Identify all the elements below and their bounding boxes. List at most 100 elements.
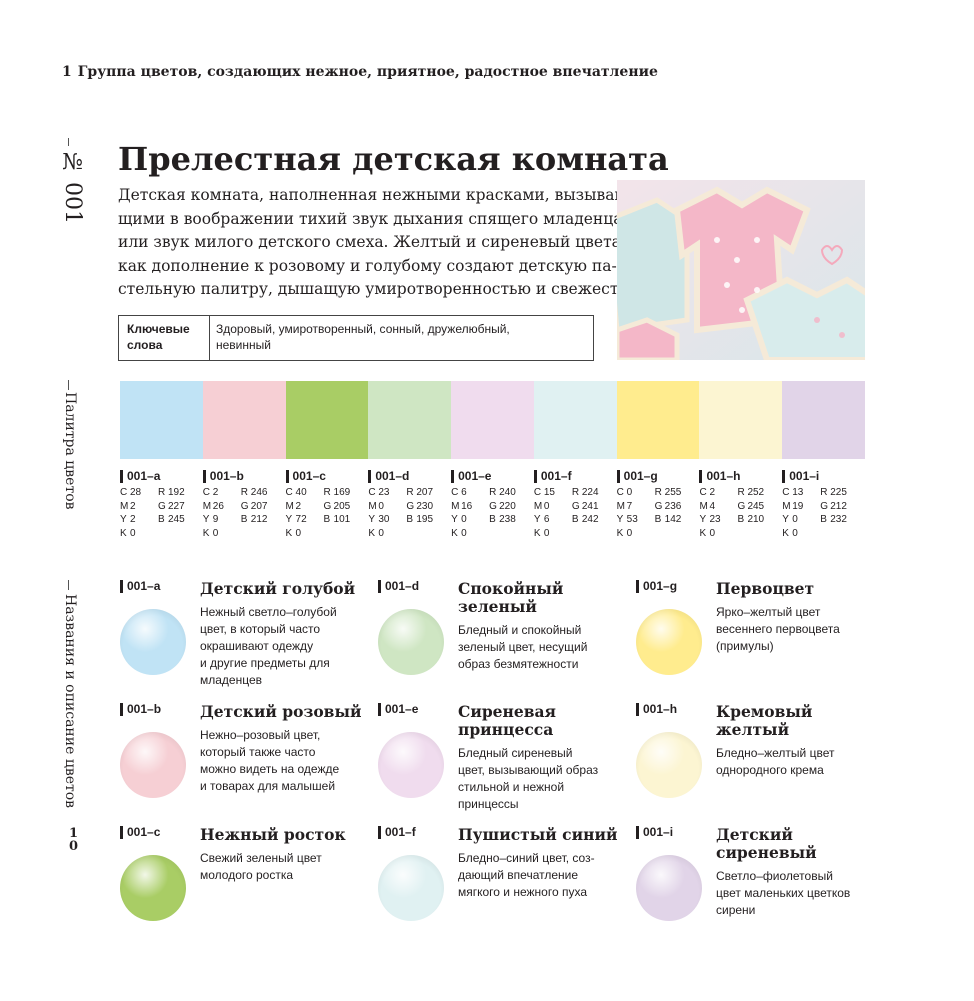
description-line: Бледно–синий цвет, соз- [458, 851, 595, 865]
value-label: G [158, 500, 166, 512]
value: 142 [664, 514, 682, 525]
rgb-row: B 212 [241, 513, 268, 527]
value-label: G [323, 500, 332, 512]
rule [68, 380, 69, 390]
value-label: B [737, 514, 745, 525]
value: 224 [581, 487, 599, 498]
value-label: M [699, 500, 708, 512]
paragraph-line: Детская комната, наполненная нежными кра… [118, 186, 634, 204]
color-name-block: Кремовый желтый Бледно–желтый цвет однородн… [716, 703, 834, 779]
value-label: C [533, 487, 542, 498]
color-code: 001–f [533, 470, 617, 483]
cmyk-column: C 28 M 2 Y 2 K 0 [120, 486, 148, 540]
description-line: дающий впечатление [458, 868, 579, 882]
value: 245 [168, 514, 185, 525]
color-name: зеленый [458, 597, 537, 616]
color-code: 001–d [368, 470, 451, 483]
description-line: можно видеть на одежде [200, 762, 340, 776]
value: 0 [626, 527, 633, 539]
rgb-row: G 241 [572, 500, 599, 514]
rgb-row: B 245 [158, 513, 185, 527]
description-line: стильной и нежной [458, 780, 565, 794]
keywords-label-line: слова [127, 338, 163, 352]
value: 2 [212, 487, 219, 498]
keywords-label-line: Ключевые [127, 322, 190, 336]
color-name: Пушистый синий [458, 825, 618, 844]
value: 0 [709, 527, 715, 539]
value: 0 [130, 527, 136, 539]
value: 0 [543, 527, 550, 539]
cmyk-row: Y 72 [286, 513, 314, 527]
rgb-row: G 230 [406, 500, 433, 514]
color-code: 001–e [378, 703, 628, 716]
color-name-block: Детский голубой Нежный светло–голубой цвет… [200, 580, 355, 689]
value: 210 [747, 514, 765, 525]
value: 0 [461, 527, 467, 539]
header: 1 Группа цветов, создающих нежное, приятн… [62, 64, 664, 80]
value-label: M [285, 500, 294, 512]
color-spec: 001–a C 28 M 2 Y 2 K 0 R 192 G 227 B 245 [120, 470, 203, 540]
color-code: 001–d [378, 580, 628, 593]
value: 207 [416, 487, 434, 498]
value-label: Y [285, 514, 293, 525]
description-line: и товарах для малышей [200, 779, 336, 793]
rgb-row: B 195 [406, 513, 433, 527]
value-label: Y [451, 514, 458, 525]
rgb-row: B 210 [737, 513, 764, 527]
value: 0 [626, 487, 633, 498]
description-line: младенцев [200, 673, 263, 687]
value-label: G [737, 500, 746, 512]
color-code: 001–a [120, 470, 203, 483]
description-line: однородного крема [716, 763, 824, 777]
keywords-box: Ключевые слова Здоровый, умиротворенный, … [118, 315, 594, 361]
value: 13 [792, 487, 804, 498]
color-item: 001–i Детский сиреневый Светло–фиолетовый цв… [636, 826, 886, 946]
value: 238 [499, 514, 516, 525]
color-code: 001–g [636, 580, 886, 593]
swatch [451, 381, 535, 459]
value-label: B [654, 514, 662, 525]
keywords-text-line: Здоровый, умиротворенный, сонный, дружел… [216, 322, 510, 336]
value-label: K [699, 527, 707, 539]
rule [68, 138, 69, 146]
cmyk-row: M 16 [451, 500, 479, 514]
value-label: R [820, 487, 828, 498]
color-values: C 40 M 2 Y 72 K 0 R 169 G 205 B 101 [286, 486, 369, 540]
keywords-text-line: невинный [216, 338, 271, 352]
description-line: Бледный сиреневый [458, 746, 573, 760]
color-code: 001–a [120, 580, 370, 593]
value-label: Y [616, 514, 624, 525]
value: 0 [792, 514, 798, 525]
cmyk-row: Y 30 [368, 513, 396, 527]
cmyk-column: C 6 M 16 Y 0 K 0 [451, 486, 479, 540]
value: 6 [461, 487, 467, 498]
rgb-column: R 225 G 212 B 232 [820, 486, 847, 540]
value: 0 [295, 527, 302, 539]
rgb-row: B 238 [489, 513, 516, 527]
color-code: 001–h [699, 470, 782, 483]
color-code: 001–c [285, 470, 369, 483]
color-ball [120, 732, 186, 798]
value-label: R [158, 487, 166, 498]
value-label: B [489, 514, 496, 525]
description-line: Свежий зеленый цвет [200, 851, 322, 865]
color-description: Свежий зеленый цвет молодого ростка [200, 850, 346, 884]
color-name: Кремовый [716, 702, 813, 721]
color-name: Нежный росток [200, 825, 346, 844]
swatch [285, 381, 369, 459]
color-name: сиреневый [716, 843, 817, 862]
swatch [202, 381, 287, 459]
value-label: K [533, 527, 541, 539]
value-label: B [571, 514, 579, 525]
color-spec: 001–h C 2 M 4 Y 23 K 0 R 252 G 245 B 210 [699, 470, 782, 540]
rgb-row: R 169 [324, 486, 351, 500]
